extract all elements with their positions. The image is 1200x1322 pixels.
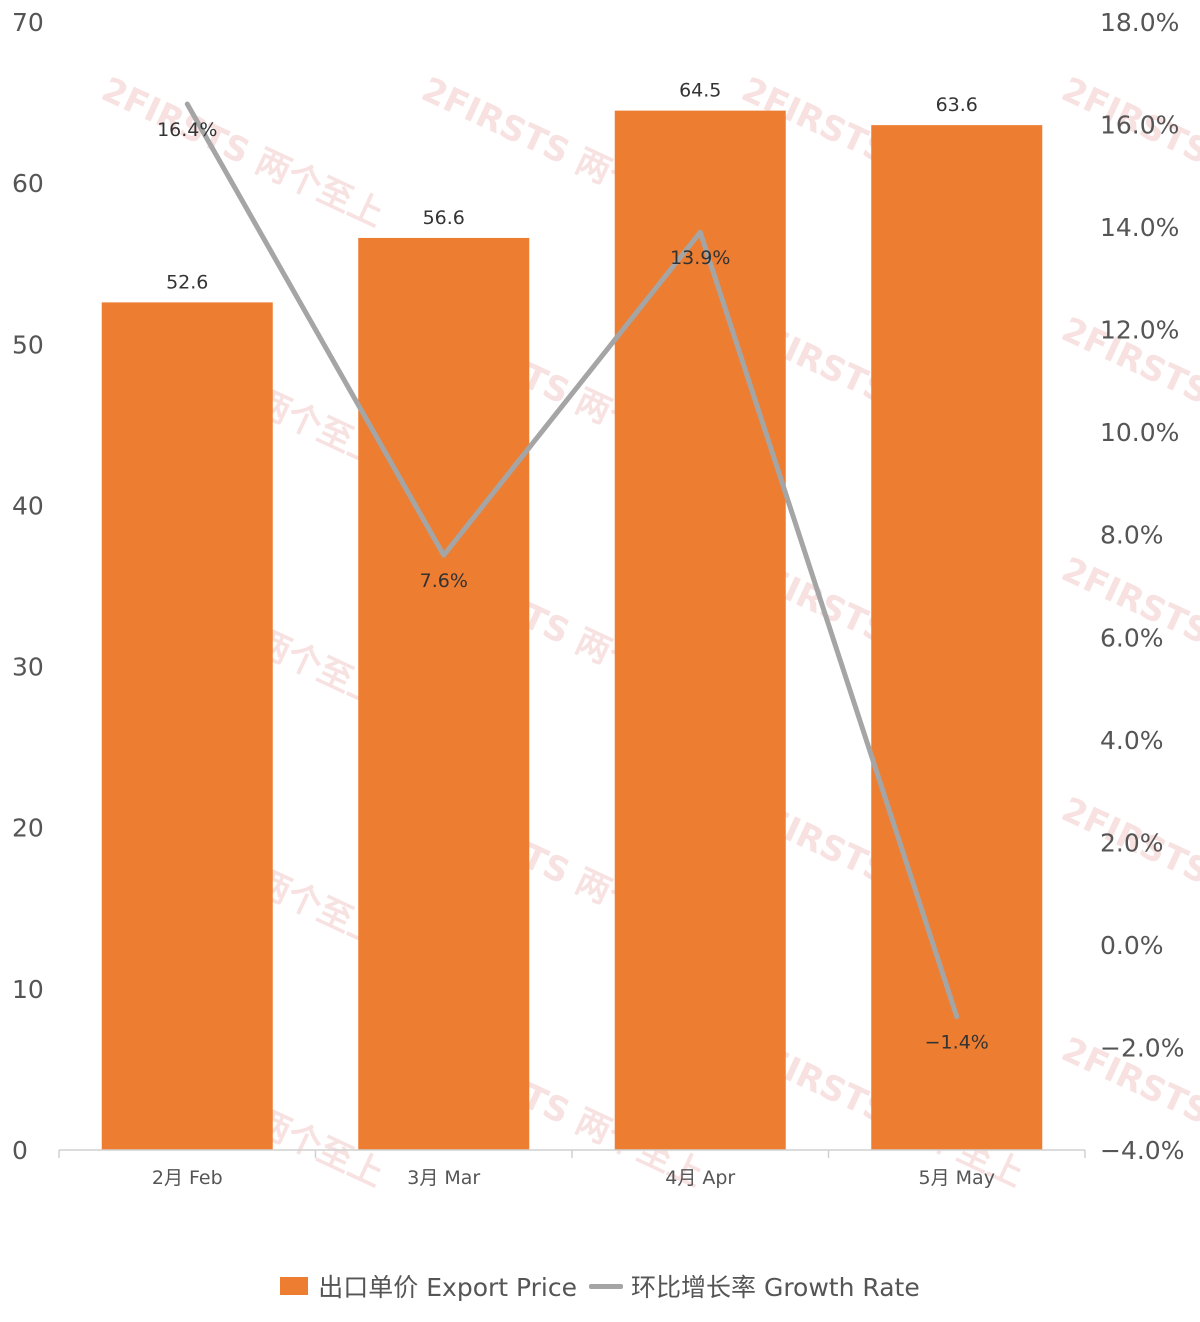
bar-series <box>101 110 1043 1151</box>
bar-export-price-3 <box>871 125 1043 1150</box>
legend: 出口单价 Export Price 环比增长率 Growth Rate <box>0 1266 1200 1306</box>
bar-label-3: 63.6 <box>936 94 978 116</box>
y-right-tick-label-8: 12.0% <box>1100 316 1179 345</box>
bar-label-0: 52.6 <box>166 271 208 293</box>
line-series <box>184 101 960 1020</box>
watermark-text: 2FIRSTS 两个至上 <box>96 70 390 235</box>
bar-export-price-0 <box>101 302 273 1151</box>
y-right-tick-label-0: −4.0% <box>1100 1136 1184 1165</box>
y-right-tick-label-2: 0.0% <box>1100 931 1164 960</box>
bar-label-1: 56.6 <box>423 207 465 229</box>
y-left-tick-label-5: 50 <box>12 330 44 359</box>
y-right-tick-label-3: 2.0% <box>1100 828 1164 857</box>
watermark-text: 2FIRSTS 两个至上 <box>1056 70 1200 235</box>
y-left-tick-label-6: 60 <box>12 169 44 198</box>
x-tick-label-1: 3月 Mar <box>407 1167 480 1189</box>
y-right-tick-label-10: 16.0% <box>1100 111 1179 140</box>
growth-rate-line <box>184 101 960 1020</box>
data-labels: 52.6 56.6 64.5 63.6 16.4% 7.6% 13.9% −1.4% <box>157 80 989 1054</box>
line-label-0: 16.4% <box>157 119 217 141</box>
y-left-tick-label-7: 70 <box>12 8 44 37</box>
y-right-tick-label-5: 6.0% <box>1100 623 1164 652</box>
y-right-tick-label-7: 10.0% <box>1100 418 1179 447</box>
axes: 2月 Feb 3月 Mar 4月 Apr 5月 May 0 10 20 30 40 50 60 70 −… <box>12 8 1184 1189</box>
x-tick-label-2: 4月 Apr <box>665 1167 735 1189</box>
y-right-tick-label-11: 18.0% <box>1100 8 1179 37</box>
y-left-tick-label-0: 0 <box>12 1136 28 1165</box>
legend-label-export-price: 出口单价 Export Price <box>318 1273 577 1302</box>
y-right-tick-label-9: 14.0% <box>1100 213 1179 242</box>
legend-item-growth-rate[interactable]: 环比增长率 Growth Rate <box>589 1268 920 1304</box>
y-right-tick-label-1: −2.0% <box>1100 1033 1184 1062</box>
y-left-tick-label-3: 30 <box>12 653 44 682</box>
bar-export-price-1 <box>358 237 530 1151</box>
bar-export-price-2 <box>614 110 786 1151</box>
y-right-tick-label-6: 8.0% <box>1100 521 1164 550</box>
legend-label-growth-rate: 环比增长率 Growth Rate <box>631 1273 920 1302</box>
y-left-tick-label-1: 10 <box>12 975 44 1004</box>
y-left-tick-label-4: 40 <box>12 491 44 520</box>
x-tick-label-3: 5月 May <box>919 1167 995 1189</box>
y-right-tick-label-4: 4.0% <box>1100 726 1164 755</box>
legend-item-export-price[interactable]: 出口单价 Export Price <box>280 1268 577 1304</box>
line-label-2: 13.9% <box>670 247 730 269</box>
bar-label-2: 64.5 <box>679 80 721 102</box>
line-label-3: −1.4% <box>925 1032 989 1054</box>
x-tick-label-0: 2月 Feb <box>152 1167 223 1189</box>
legend-swatch-bar <box>280 1277 309 1295</box>
y-left-tick-label-2: 20 <box>12 814 44 843</box>
legend-swatch-line <box>589 1283 623 1289</box>
line-label-1: 7.6% <box>420 570 468 592</box>
